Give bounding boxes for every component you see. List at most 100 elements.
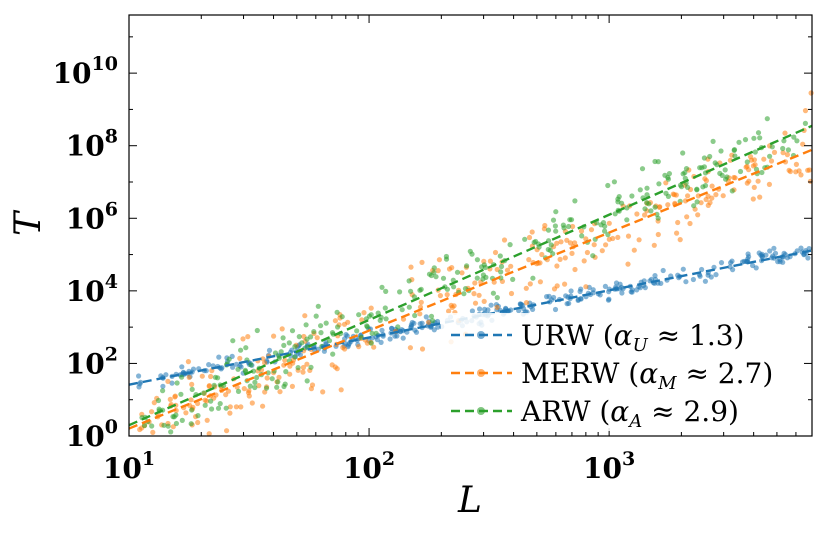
data-point (238, 404, 244, 410)
data-point (729, 188, 735, 194)
legend-marker (477, 407, 485, 415)
data-point (276, 374, 282, 380)
data-point (136, 373, 142, 379)
data-point (568, 217, 575, 223)
data-point (215, 405, 222, 411)
x-axis-label: L (457, 480, 482, 521)
data-point (417, 311, 423, 317)
data-point (666, 171, 673, 177)
data-point (563, 293, 569, 299)
data-point (707, 153, 713, 160)
data-point (488, 302, 494, 308)
data-point (742, 137, 749, 143)
data-point (508, 263, 514, 269)
data-point (682, 198, 689, 204)
data-point (557, 256, 563, 262)
data-point (786, 167, 792, 173)
data-point (265, 370, 271, 376)
data-point (766, 181, 773, 187)
data-point (474, 275, 480, 281)
data-point (233, 404, 239, 410)
legend-marker (477, 331, 485, 339)
data-point (235, 388, 242, 394)
data-point (637, 187, 643, 193)
data-point (691, 203, 697, 209)
data-point (240, 336, 246, 342)
legend-item-urw: URW (αU ≈ 1.3) (451, 319, 744, 356)
data-point (657, 204, 663, 210)
data-point (751, 184, 757, 190)
data-point (408, 264, 414, 270)
data-point (279, 326, 285, 332)
data-point (554, 263, 560, 269)
legend-label: MERW (αM ≈ 2.7) (521, 357, 773, 394)
data-point (705, 193, 711, 199)
data-point (300, 364, 306, 371)
data-point (364, 340, 370, 346)
data-point (553, 228, 559, 234)
data-point (195, 413, 201, 419)
data-point (383, 288, 389, 294)
data-point (399, 307, 405, 313)
data-point (757, 194, 763, 200)
data-point (699, 266, 705, 273)
y-tick-label: 1010 (53, 53, 118, 90)
data-point (227, 404, 233, 410)
y-tick-label: 108 (66, 126, 118, 163)
data-point (249, 400, 255, 406)
data-point (426, 319, 432, 325)
data-point (464, 263, 470, 269)
data-point (308, 364, 314, 370)
data-point (444, 292, 450, 298)
data-point (598, 222, 604, 228)
fit-lines (128, 124, 813, 430)
data-point (713, 272, 719, 278)
data-point (752, 162, 758, 168)
data-point (311, 329, 317, 335)
data-point (554, 283, 560, 289)
data-point (602, 228, 608, 234)
data-point (606, 220, 612, 226)
data-point (731, 147, 738, 153)
data-point (467, 248, 473, 254)
data-point (335, 324, 341, 330)
data-point (201, 390, 207, 396)
data-point (526, 234, 533, 241)
data-point (423, 314, 429, 320)
data-point (648, 208, 654, 214)
data-point (758, 252, 764, 258)
data-point (550, 217, 557, 223)
data-point (674, 230, 680, 236)
data-point (562, 255, 568, 261)
data-point (286, 340, 292, 346)
data-point (510, 276, 516, 282)
data-point (408, 323, 414, 330)
data-point (271, 333, 277, 339)
data-point (248, 362, 254, 368)
data-point (165, 423, 171, 429)
data-point (523, 300, 530, 306)
data-point (472, 300, 479, 306)
data-point (211, 382, 217, 388)
data-point (481, 298, 487, 304)
data-point (625, 233, 632, 239)
data-point (315, 303, 321, 309)
data-point (263, 385, 270, 391)
data-point (250, 368, 257, 374)
data-point (642, 285, 648, 291)
data-point (644, 200, 650, 206)
data-point (389, 325, 395, 331)
data-point (264, 375, 270, 381)
data-point (652, 273, 658, 279)
data-point (412, 327, 418, 333)
data-point (397, 289, 403, 295)
data-point (430, 318, 436, 324)
data-point (530, 275, 536, 281)
data-point (683, 166, 690, 172)
data-point (314, 335, 320, 341)
data-point (702, 183, 709, 189)
legend: URW (αU ≈ 1.3)MERW (αM ≈ 2.7)ARW (αA ≈ 2… (441, 313, 798, 432)
data-point (451, 284, 457, 290)
data-point (718, 148, 724, 154)
data-point (344, 333, 350, 339)
